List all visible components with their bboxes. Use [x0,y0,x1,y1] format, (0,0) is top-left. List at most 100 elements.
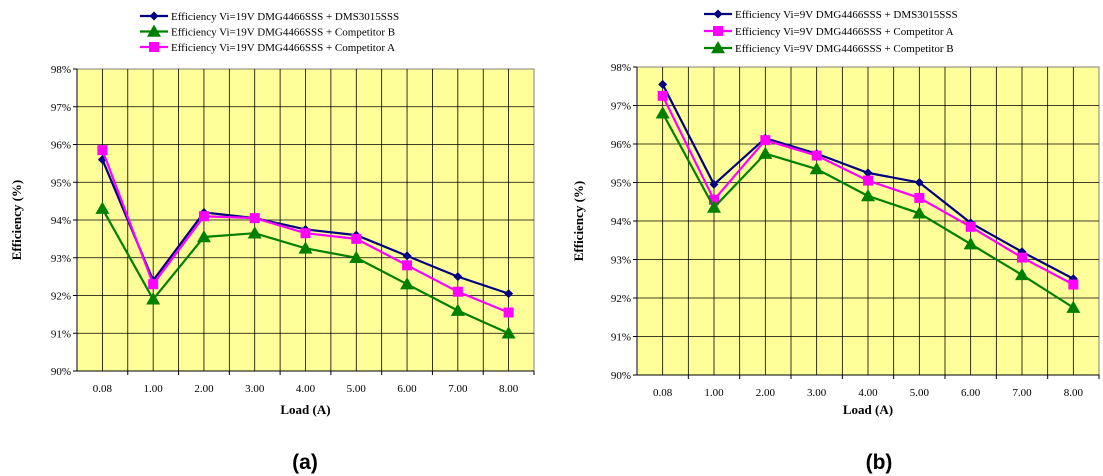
legend: Efficiency Vi=19V DMG4466SSS + DMS3015SS… [140,11,399,54]
data-point-triangle [707,200,721,213]
legend-entry: Efficiency Vi=19V DMG4466SSS + DMS3015SS… [171,11,399,23]
data-point-square [97,145,108,156]
y-axis-label: Efficiency (%) [9,180,24,261]
x-tick-label: 7.00 [448,383,468,395]
x-tick-label: 6.00 [961,387,981,399]
data-point-diamond [709,179,719,189]
data-point-triangle [247,226,262,239]
data-point-square [503,307,514,318]
data-point-diamond [863,168,873,178]
x-tick-label: 4.00 [296,383,316,395]
y-tick-label: 97% [51,102,71,114]
data-point-triangle [809,162,824,175]
series-square [97,145,514,318]
legend-entry: Efficiency Vi=9V DMG4466SSS + Competitor… [735,43,954,55]
y-tick-label: 96% [611,139,631,151]
legend-marker-triangle [711,41,725,54]
y-tick-label: 96% [51,140,71,152]
x-tick-label: 7.00 [1012,387,1032,399]
x-axis-label: Load (A) [280,402,330,417]
data-point-square [1068,279,1079,290]
legend-marker-diamond [149,11,159,21]
legend-marker-square [149,42,159,52]
data-point-triangle [146,292,161,305]
y-tick-label: 97% [611,101,631,113]
y-tick-label: 92% [51,291,71,303]
data-point-square [249,213,260,224]
data-point-square [1017,252,1027,263]
data-point-square [351,233,362,244]
data-point-square [452,286,463,297]
y-tick-label: 93% [51,253,71,265]
legend-entry: Efficiency Vi=9V DMG4466SSS + DMS3015SSS [735,9,958,21]
data-point-diamond [453,272,463,282]
x-tick-label: 3.00 [245,383,265,395]
data-point-square [914,192,925,203]
data-point-triangle [298,241,313,254]
data-point-square [198,211,209,222]
series-triangle [655,106,1081,313]
data-point-diamond [914,178,924,187]
x-tick-label: 1.00 [704,387,724,399]
y-tick-label: 90% [611,370,631,382]
data-point-triangle [912,206,927,219]
data-point-triangle [196,229,211,243]
data-point-square [811,150,822,161]
data-point-triangle [450,303,465,316]
x-tick-label: 2.00 [756,387,776,399]
y-tick-label: 98% [611,62,631,74]
x-tick-label: 5.00 [347,383,367,395]
legend-marker-triangle [147,24,161,37]
x-tick-label: 2.00 [194,383,214,395]
y-tick-label: 93% [611,255,631,267]
series-triangle [95,201,516,339]
data-point-triangle [758,146,773,159]
y-tick-label: 98% [51,64,71,76]
data-point-triangle [400,277,415,290]
data-point-square [148,279,159,290]
data-point-triangle [1066,300,1081,313]
legend-entry: Efficiency Vi=19V DMG4466SSS + Competito… [171,42,395,54]
data-point-diamond [658,79,668,89]
panel-label: (a) [292,451,318,474]
legend: Efficiency Vi=9V DMG4466SSS + DMS3015SSS… [704,9,958,55]
x-tick-label: 8.00 [499,383,519,395]
data-point-square [402,260,413,271]
data-point-square [863,175,873,186]
y-tick-label: 91% [611,332,631,344]
data-point-triangle [963,237,978,250]
x-tick-label: 0.08 [93,383,113,395]
y-tick-label: 95% [611,178,631,190]
data-point-triangle [655,106,670,119]
data-point-triangle [349,250,364,263]
x-tick-label: 8.00 [1064,387,1084,399]
x-tick-label: 4.00 [858,387,878,399]
series-square [657,90,1079,290]
chart-panel-b: 90% 91% 92% 93% 94% 95% 96% 97% 98% 0.08 1.00 2.00 3… [571,9,1100,474]
data-point-square [300,228,311,239]
y-tick-label: 94% [51,215,71,227]
chart-panel-a: 90% 91% 92% 93% 94% 95% 96% 97% 98% 0.08 1.00 2.00 3… [9,11,535,474]
x-tick-label: 1.00 [144,383,164,395]
x-tick-label: 5.00 [910,387,930,399]
x-tick-label: 0.08 [653,387,673,399]
data-point-diamond [504,289,514,299]
data-point-triangle [95,201,110,214]
legend-marker-diamond [713,9,723,19]
data-point-square [965,221,976,232]
data-point-triangle [1015,267,1029,281]
y-tick-label: 91% [51,328,71,340]
data-point-triangle [501,326,516,339]
y-axis-label: Efficiency (%) [571,181,586,262]
x-tick-label: 3.00 [807,387,827,399]
x-tick-label: 6.00 [397,383,417,395]
data-point-triangle [861,188,875,202]
x-axis-label: Load (A) [843,402,893,417]
legend-entry: Efficiency Vi=19V DMG4466SSS + Competito… [171,27,395,39]
y-tick-label: 94% [611,216,631,228]
y-tick-label: 92% [611,293,631,305]
y-tick-label: 95% [51,177,71,189]
panel-label: (b) [866,451,893,474]
data-point-diamond [402,251,412,261]
